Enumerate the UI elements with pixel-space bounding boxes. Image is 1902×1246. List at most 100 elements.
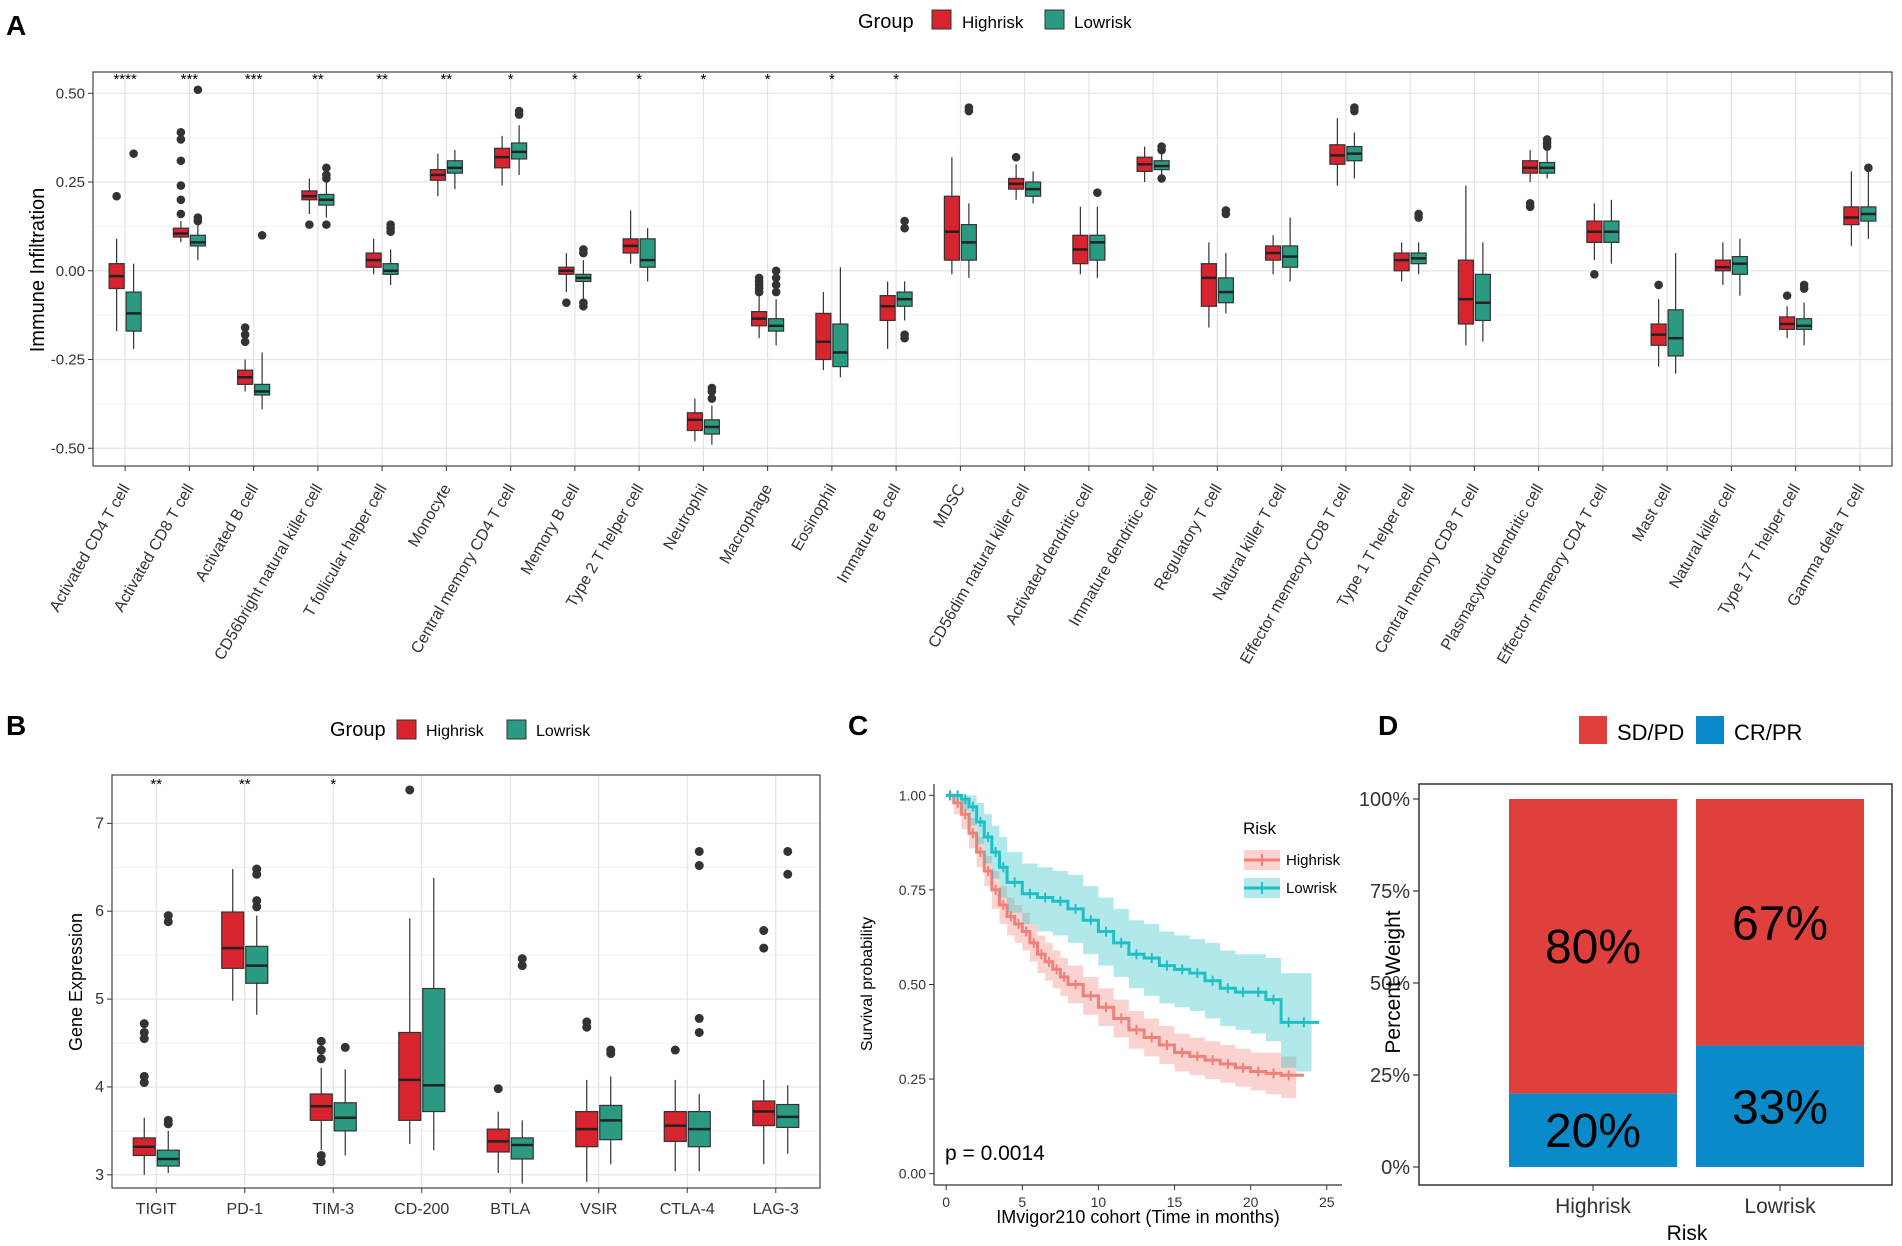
outlier-point-low (252, 896, 262, 906)
plot-frame (92, 71, 1893, 467)
y-tick-label: 0.25 (56, 174, 85, 191)
legend-title: Risk (1243, 819, 1277, 838)
box-high (1714, 259, 1731, 272)
outlier-point-low (517, 954, 527, 964)
x-tick-label: Regulatory T cell (1151, 482, 1225, 594)
y-tick-label: 0.25 (899, 1071, 926, 1087)
outlier-point-low (964, 103, 974, 112)
x-tick-label: Immature B cell (834, 482, 904, 587)
outlier-point-low (514, 106, 524, 116)
significance-marker: * (636, 71, 642, 88)
y-tick-label: 75% (1370, 881, 1410, 903)
box-low (1667, 309, 1684, 357)
x-tick-label: 15 (1167, 1194, 1183, 1210)
box-high (879, 295, 896, 322)
y-tick-label: 4 (95, 1079, 104, 1096)
category-natural-killer-t-cell (1265, 217, 1299, 282)
outlier-point-high (176, 156, 186, 166)
outlier-point-low (606, 1045, 616, 1055)
box-high (686, 412, 703, 432)
category-memory-b-cell (558, 245, 592, 311)
legend-label-lowrisk: Lowrisk (1286, 880, 1337, 897)
legend-swatch-sd-pd (1579, 716, 1607, 744)
outlier-point-low (322, 163, 331, 173)
category-cd56bright-natural-killer-cell (301, 163, 335, 229)
y-tick-label: 0% (1381, 1157, 1410, 1179)
legend-label-cr-pr: CR/PR (1734, 720, 1802, 745)
y-tick-label: -0.25 (51, 352, 85, 369)
category-btla (486, 954, 534, 1184)
x-tick-label: CD-200 (394, 1201, 449, 1218)
box-high (221, 911, 245, 969)
significance-marker: * (572, 71, 578, 88)
outlier-point-low (163, 911, 173, 921)
x-tick-label: 25 (1319, 1194, 1335, 1210)
outlier-point-high (139, 1019, 149, 1029)
box-high (1843, 206, 1860, 226)
category-tigit (132, 911, 180, 1175)
y-tick-label: 3 (95, 1167, 104, 1184)
outlier-point-low (579, 298, 588, 308)
outlier-point-low (1221, 206, 1231, 215)
x-axis-title: IMvigor210 cohort (Time in months) (996, 1207, 1279, 1227)
outlier-point-high (240, 337, 250, 347)
box-high (752, 1100, 776, 1127)
outlier-point-low (900, 216, 909, 226)
bar-value-label: 80% (1545, 921, 1641, 974)
x-tick-label: Neutrophil (661, 482, 712, 554)
legend-title: Group (858, 11, 914, 33)
legend-swatch-lowrisk (1044, 9, 1065, 30)
outlier-point-high (139, 1071, 149, 1081)
outlier-point-high (754, 273, 764, 283)
box-low (832, 323, 849, 368)
category-monocyte (429, 150, 463, 197)
category-tim-3 (309, 1036, 357, 1167)
box-low (1731, 255, 1748, 275)
category-plasmacytoid-dendritic-cell (1522, 135, 1556, 212)
category-ctla-4 (663, 846, 711, 1172)
box-low (1796, 318, 1813, 330)
category-effector-memeory-cd8-t-cell (1329, 103, 1363, 186)
outlier-point-high (759, 943, 769, 953)
box-low (510, 1137, 534, 1160)
bar-value-label: 20% (1545, 1105, 1641, 1158)
bar-segment-cr-pr (1509, 1093, 1677, 1167)
x-tick-label: Natural killer T cell (1210, 482, 1290, 604)
box-low (125, 291, 142, 332)
x-tick-label: 0 (942, 1194, 950, 1210)
survival-step-line (946, 793, 1320, 1024)
outlier-point-low (707, 394, 717, 403)
category-eosinophil (815, 267, 849, 378)
box-high (1457, 259, 1474, 325)
bar-segment-sd-pd (1696, 799, 1864, 1046)
outlier-point-low (322, 170, 331, 180)
category-lag-3 (752, 846, 800, 1165)
confidence-band (946, 795, 1312, 1072)
category-activated-b-cell (237, 230, 271, 410)
bar-segment-cr-pr (1696, 1045, 1864, 1167)
x-tick-label: Effector memeory CD8 T cell (1237, 482, 1354, 668)
outlier-point-high (176, 135, 186, 144)
category-t-follicular-helper-cell (365, 220, 399, 285)
outlier-point-high (139, 1027, 149, 1037)
significance-marker: * (829, 71, 835, 88)
category-type-2-t-helper-cell (622, 210, 656, 282)
y-tick-label: 5 (95, 991, 104, 1008)
legend-label-highrisk: Highrisk (426, 723, 485, 740)
y-axis-title: Percent Weight (1382, 910, 1405, 1053)
category-effector-memeory-cd4-t-cell (1586, 199, 1620, 279)
legend-label-lowrisk: Lowrisk (1074, 13, 1132, 32)
legend-label-highrisk: Highrisk (1286, 852, 1341, 869)
outlier-point-low (707, 383, 717, 393)
category-immature-dendritic-cell (1136, 142, 1170, 183)
x-tick-label: Highrisk (1555, 1195, 1631, 1218)
outlier-point-high (670, 1045, 680, 1055)
y-tick-label: -0.50 (51, 440, 85, 457)
outlier-point-low (1864, 163, 1873, 173)
significance-marker: * (765, 71, 771, 88)
outlier-point-low (129, 149, 138, 158)
outlier-point-high (139, 1034, 149, 1044)
outlier-point-low (163, 917, 173, 927)
confidence-band (946, 795, 1297, 1098)
y-tick-label: 100% (1359, 789, 1410, 811)
